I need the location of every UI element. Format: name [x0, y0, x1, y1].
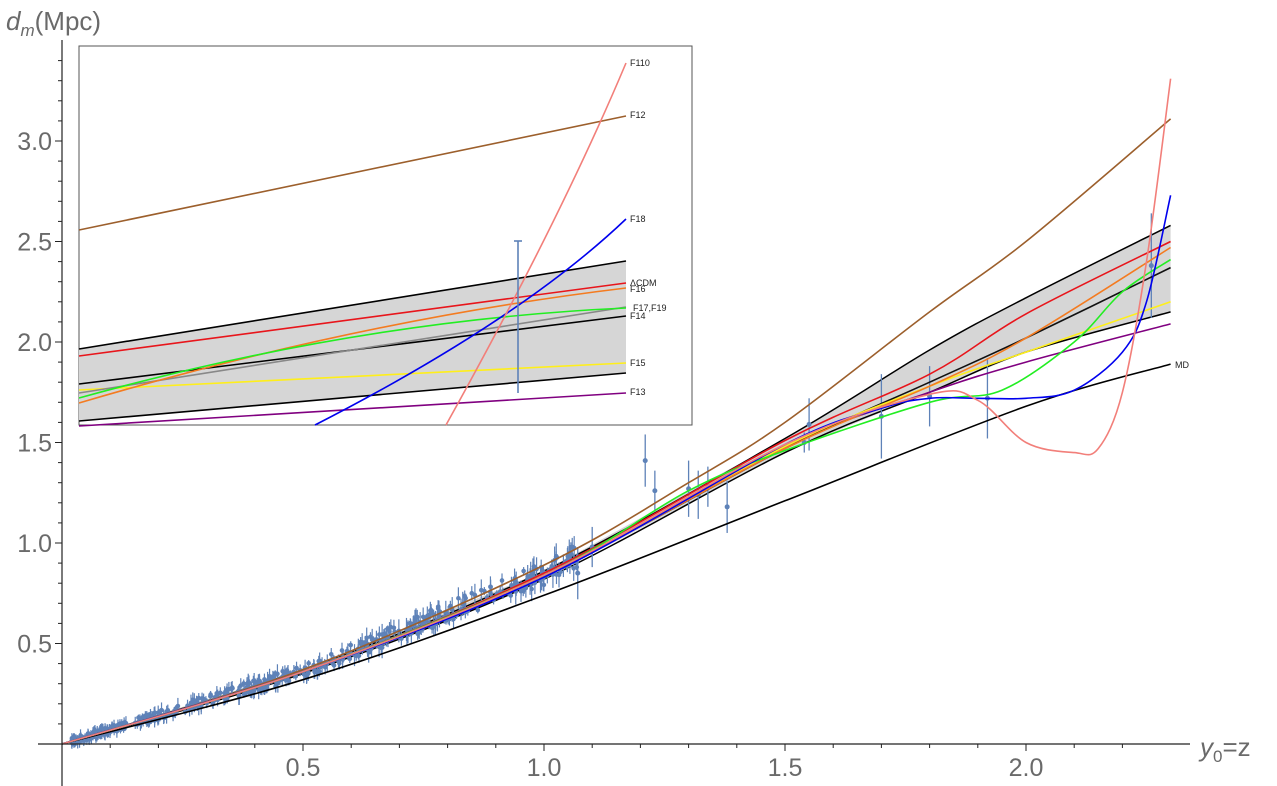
data-point: [251, 675, 256, 687]
data-point: [272, 671, 277, 680]
inset-zoom-panel: F110 F12 F18 ΛCDM F16 F17,F19 F14 F15 F1…: [78, 45, 693, 427]
inset-label-f110: F110: [630, 58, 650, 68]
y-tick-label: 1.5: [17, 430, 52, 458]
series-md: [61, 363, 1171, 745]
data-point: [541, 578, 547, 592]
model-curves: [61, 78, 1172, 745]
data-point: [215, 689, 220, 699]
data-point: [554, 564, 559, 585]
x-tick-label: 0.5: [286, 754, 321, 782]
y-tick-label: 2.0: [17, 329, 52, 357]
x-ticks: 0.5 1.0 1.5 2.0: [109, 744, 1123, 782]
x-tick-label: 2.0: [1009, 754, 1044, 782]
data-point: [188, 694, 194, 712]
curve-label-md: MD: [1175, 360, 1189, 370]
data-point: [230, 684, 235, 692]
x-axis-title: y0=z: [1198, 732, 1251, 766]
inset-label-f13: F13: [630, 387, 646, 397]
series-f110: [61, 78, 1172, 745]
data-point: [569, 537, 575, 556]
data-point: [488, 576, 493, 598]
x-tick-label: 1.5: [768, 754, 803, 782]
inset-label-f17-f19: F17,F19: [633, 303, 667, 313]
y-ticks: 0.5 1.0 1.5 2.0 2.5 3.0: [17, 60, 62, 725]
data-point: [428, 604, 434, 617]
data-point: [451, 608, 456, 630]
inset-label-f15: F15: [630, 358, 646, 368]
data-point: [241, 679, 247, 688]
inset-label-f18: F18: [630, 214, 646, 224]
inset-label-f14: F14: [630, 311, 646, 321]
data-point: [196, 693, 202, 704]
data-point: [472, 583, 478, 607]
data-point: [686, 460, 692, 517]
data-point: [475, 606, 481, 614]
inset-error-bar: [514, 240, 522, 393]
data-point: [642, 434, 648, 487]
inset-curve-labels: F110 F12 F18 ΛCDM F16 F17,F19 F14 F15 F1…: [630, 58, 667, 397]
data-point: [525, 564, 530, 588]
data-point: [316, 655, 322, 667]
data-point: [437, 604, 442, 628]
y-axis-title: dm(Mpc): [6, 6, 101, 40]
inset-label-f12: F12: [630, 110, 646, 120]
y-tick-label: 3.0: [17, 128, 52, 156]
y-tick-label: 0.5: [17, 631, 52, 659]
inset-label-f16: F16: [630, 284, 646, 294]
data-point: [462, 590, 467, 602]
data-point: [306, 660, 311, 667]
data-point: [347, 654, 353, 663]
data-point: [208, 690, 213, 699]
y-tick-label: 1.0: [17, 530, 52, 558]
x-tick-label: 1.0: [527, 754, 562, 782]
data-point: [315, 665, 320, 680]
inset-label-lcdm: ΛCDM: [630, 278, 657, 288]
data-point: [521, 567, 526, 576]
y-tick-label: 2.5: [17, 229, 52, 257]
data-point: [284, 667, 290, 674]
inset-curves: [78, 62, 627, 427]
data-point: [359, 633, 365, 652]
series-f12: [61, 118, 1172, 745]
